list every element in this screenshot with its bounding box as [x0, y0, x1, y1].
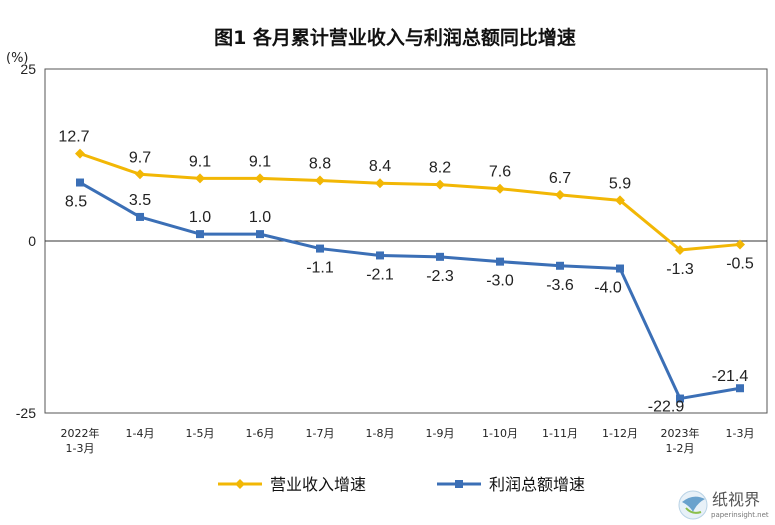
data-point-revenue — [615, 195, 625, 206]
series-line-1 — [79, 181, 741, 401]
legend: 营业收入增速 利润总额增速 — [218, 475, 585, 494]
data-point-profit — [376, 251, 384, 260]
data-point-profit — [496, 257, 504, 266]
data-point-profit — [736, 384, 744, 393]
chart-title: 图1 各月累计营业收入与利润总额同比增速 — [214, 26, 576, 49]
data-point-revenue — [555, 189, 565, 200]
y-tick-label: 0 — [28, 233, 36, 249]
data-point-revenue — [735, 239, 745, 250]
x-tick-label: 1-7月 — [306, 427, 335, 440]
legend-revenue-marker — [235, 479, 245, 489]
legend-profit-marker — [455, 480, 463, 488]
paper-bird-logo-icon — [678, 490, 708, 520]
data-label-revenue: -0.5 — [726, 255, 754, 272]
x-tick-label: 1-8月 — [366, 427, 395, 440]
series-line-0 — [79, 152, 741, 252]
x-tick-label: 1-3月 — [66, 442, 95, 455]
y-tick-label: 25 — [20, 61, 36, 77]
data-point-profit — [136, 212, 144, 221]
data-label-revenue: 9.1 — [249, 153, 271, 170]
data-point-revenue — [675, 244, 685, 255]
data-point-revenue — [495, 183, 505, 194]
data-point-profit — [256, 230, 264, 239]
data-label-profit: -4.0 — [594, 280, 622, 297]
data-label-revenue: 7.6 — [489, 164, 511, 181]
data-point-profit — [196, 230, 204, 239]
y-tick-label: -25 — [16, 405, 36, 421]
legend-item-revenue: 营业收入增速 — [218, 475, 366, 494]
x-tick-label: 1-4月 — [126, 427, 155, 440]
data-label-profit: 1.0 — [249, 209, 271, 226]
watermark-site: paperinsight.net — [711, 511, 769, 519]
x-tick-label: 1-10月 — [482, 427, 518, 440]
x-tick-label: 1-5月 — [186, 427, 215, 440]
x-tick-label: 1-9月 — [426, 427, 455, 440]
data-point-profit — [76, 178, 84, 187]
data-label-revenue: 8.2 — [429, 160, 451, 177]
data-label-revenue: 9.1 — [189, 153, 211, 170]
data-point-profit — [436, 252, 444, 261]
data-label-profit: -1.1 — [306, 260, 334, 277]
data-label-revenue: 9.7 — [129, 149, 151, 166]
data-label-revenue: 8.4 — [369, 158, 391, 175]
data-label-profit: 3.5 — [129, 192, 151, 209]
data-label-profit: -21.4 — [712, 368, 749, 385]
data-point-revenue — [315, 175, 325, 186]
legend-revenue-label: 营业收入增速 — [270, 475, 366, 494]
y-axis-unit: (%) — [6, 51, 29, 66]
data-point-profit — [556, 261, 564, 270]
data-labels: 12.7 9.7 9.1 9.1 8.8 8.4 8.2 7.6 6.7 5.9 -1.3 -0.5 8… — [58, 129, 753, 416]
x-tick-label: 2022年 — [61, 426, 100, 440]
x-tick-label: 2023年 — [661, 426, 700, 440]
data-label-revenue: 8.8 — [309, 155, 331, 172]
y-tick-labels: 25 0 -25 — [16, 61, 36, 421]
data-label-profit: -2.3 — [426, 268, 454, 285]
x-tick-label: 1-6月 — [246, 427, 275, 440]
data-label-profit: -3.6 — [546, 277, 574, 294]
x-tick-label: 1-12月 — [602, 427, 638, 440]
data-point-revenue — [75, 148, 85, 159]
data-label-profit: -22.9 — [648, 399, 685, 416]
data-point-profit — [616, 264, 624, 273]
data-point-revenue — [375, 178, 385, 189]
data-label-revenue: 12.7 — [58, 129, 89, 146]
data-point-revenue — [135, 169, 145, 180]
watermark: 纸视界 paperinsight.net — [678, 490, 769, 520]
data-point-profit — [676, 394, 684, 403]
legend-profit-label: 利润总额增速 — [489, 475, 585, 494]
legend-item-profit: 利润总额增速 — [437, 475, 585, 494]
data-label-profit: -2.1 — [366, 266, 394, 283]
data-label-profit: 1.0 — [189, 209, 211, 226]
x-tick-label: 1-3月 — [726, 427, 755, 440]
data-label-profit: -3.0 — [486, 273, 514, 290]
series-layer — [75, 148, 745, 403]
data-label-profit: 8.5 — [65, 194, 87, 211]
x-tick-label: 1-2月 — [666, 442, 695, 455]
data-label-revenue: -1.3 — [666, 261, 694, 278]
data-point-revenue — [195, 173, 205, 184]
watermark-name: 纸视界 — [712, 490, 760, 509]
data-label-revenue: 5.9 — [609, 175, 631, 192]
x-tick-labels: 2022年 1-3月 1-4月 1-5月 1-6月 1-7月 1-8月 1-9月 1-10月 1-… — [61, 426, 755, 455]
x-tick-label: 1-11月 — [542, 427, 578, 440]
data-point-revenue — [255, 173, 265, 184]
data-label-revenue: 6.7 — [549, 170, 571, 187]
data-point-revenue — [435, 179, 445, 190]
data-point-profit — [316, 244, 324, 253]
